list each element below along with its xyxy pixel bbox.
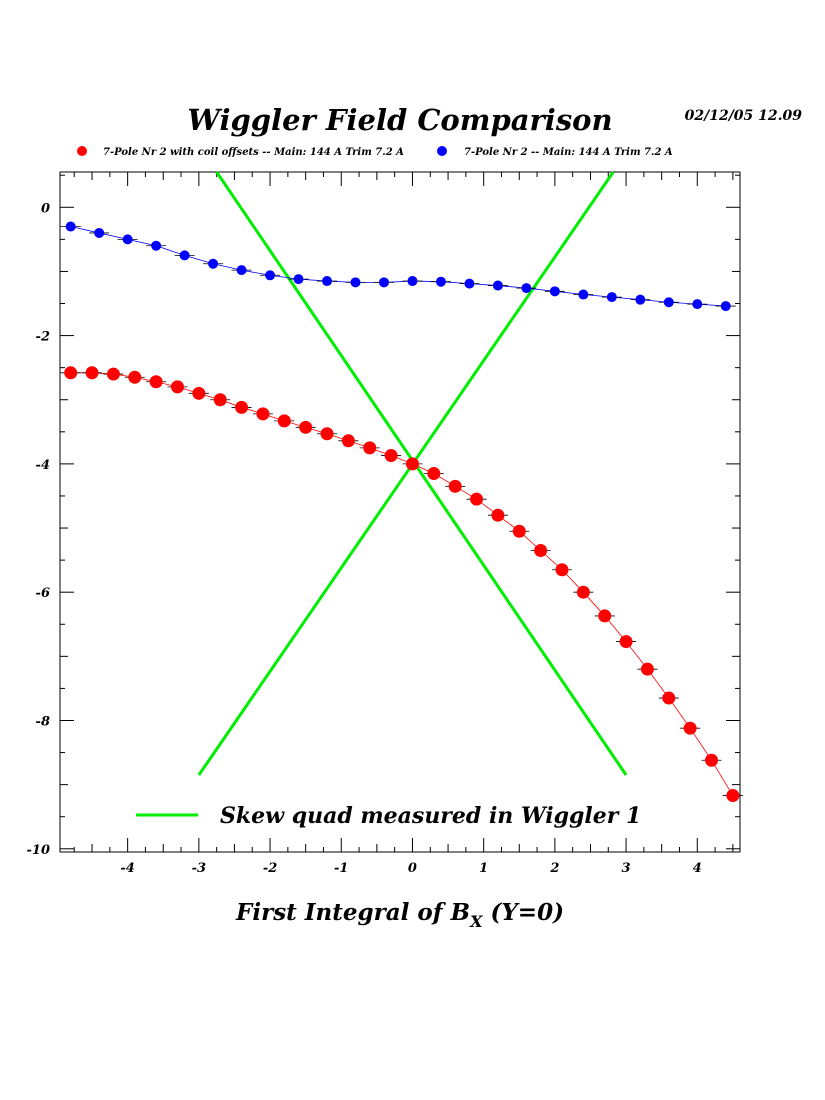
data-point [128, 370, 142, 384]
legend: 7-Pole Nr 2 with coil offsets -- Main: 1… [77, 146, 673, 158]
annotation: Skew quad measured in Wiggler 1 [136, 803, 641, 829]
data-point [534, 543, 548, 557]
y-tick-label: -10 [27, 843, 51, 858]
data-point [122, 234, 133, 245]
data-point [293, 274, 304, 285]
data-point [598, 609, 612, 623]
data-point [65, 221, 76, 232]
data-point [363, 441, 377, 455]
data-point [726, 789, 740, 803]
x-axis-ticks [73, 172, 734, 852]
y-axis-ticks [60, 174, 740, 850]
series-line [70, 226, 726, 307]
data-point [662, 691, 676, 705]
data-point [491, 508, 505, 522]
skew-quad-lines [197, 171, 628, 776]
x-tick-label: -3 [192, 861, 206, 876]
data-point [549, 286, 560, 297]
annotation-label: Skew quad measured in Wiggler 1 [220, 803, 641, 829]
data-point [555, 563, 569, 577]
data-point [236, 265, 247, 276]
x-tick-label: 1 [479, 861, 488, 876]
x-tick-label: 0 [408, 861, 417, 876]
data-point [170, 380, 184, 394]
y-tick-label: -2 [36, 330, 50, 345]
data-point [464, 278, 475, 289]
data-point [149, 375, 163, 389]
data-point [265, 270, 276, 281]
data-point [427, 467, 441, 481]
data-point [576, 585, 590, 599]
data-point [384, 449, 398, 463]
timestamp: 02/12/05 12.09 [685, 108, 803, 124]
data-point [94, 227, 105, 238]
data-point [635, 294, 646, 305]
data-point [720, 301, 731, 312]
data-point [448, 479, 462, 493]
y-tick-label: -4 [36, 458, 50, 473]
series-blue [60, 221, 736, 312]
data-point [299, 420, 313, 434]
data-point [640, 662, 654, 676]
data-point [405, 457, 419, 471]
legend-marker-red [77, 146, 87, 156]
data-point [322, 276, 333, 287]
y-tick-label: -8 [36, 714, 50, 729]
data-point [208, 258, 219, 269]
legend-marker-blue [437, 146, 447, 156]
data-point [151, 240, 162, 251]
data-point [378, 277, 389, 288]
data-point [435, 276, 446, 287]
x-axis-label-subscript: X [469, 912, 483, 931]
data-point [85, 366, 99, 380]
data-point [64, 366, 78, 380]
data-point [179, 250, 190, 261]
x-tick-label: -2 [263, 861, 277, 876]
x-axis-label-main: First Integral of B [235, 899, 470, 926]
data-point [320, 427, 334, 441]
data-point [106, 367, 120, 381]
x-tick-label: 3 [622, 861, 631, 876]
data-point [705, 753, 719, 767]
data-point [256, 407, 270, 421]
skew-quad-line-2 [197, 171, 615, 776]
x-tick-label: 4 [693, 861, 702, 876]
data-point [692, 299, 703, 310]
data-point [492, 280, 503, 291]
x-axis-tick-labels: -4 -3 -2 -1 0 1 2 3 4 [120, 861, 701, 876]
data-point [192, 386, 206, 400]
data-point [470, 492, 484, 506]
y-tick-label: -6 [36, 586, 50, 601]
legend-label-red: 7-Pole Nr 2 with coil offsets -- Main: 1… [103, 147, 404, 158]
data-point [512, 524, 526, 538]
data-point [663, 297, 674, 308]
data-point [407, 276, 418, 287]
x-axis-label-tail: (Y=0) [483, 899, 564, 926]
x-tick-label: 2 [549, 861, 559, 876]
series-red [60, 366, 743, 803]
data-points [60, 221, 743, 803]
y-tick-label: 0 [41, 201, 50, 216]
data-point [213, 393, 227, 407]
x-tick-label: -4 [120, 861, 134, 876]
x-axis-label: First Integral of BX (Y=0) [235, 899, 564, 931]
data-point [521, 283, 532, 294]
x-tick-label: -1 [334, 861, 348, 876]
legend-label-blue: 7-Pole Nr 2 -- Main: 144 A Trim 7.2 A [464, 147, 673, 158]
data-point [341, 434, 355, 448]
plot-frame [59, 171, 741, 853]
data-point [683, 721, 697, 735]
skew-quad-line-1 [215, 171, 628, 776]
y-axis-tick-labels: 0 -2 -4 -6 -8 -10 [27, 201, 51, 858]
series-line [70, 372, 734, 796]
plot-border [59, 171, 741, 853]
chart-title: Wiggler Field Comparison [187, 103, 612, 137]
data-point [277, 414, 291, 428]
data-point [619, 635, 633, 649]
data-point [350, 277, 361, 288]
data-point [578, 289, 589, 300]
data-point [235, 400, 249, 414]
data-point [606, 292, 617, 303]
